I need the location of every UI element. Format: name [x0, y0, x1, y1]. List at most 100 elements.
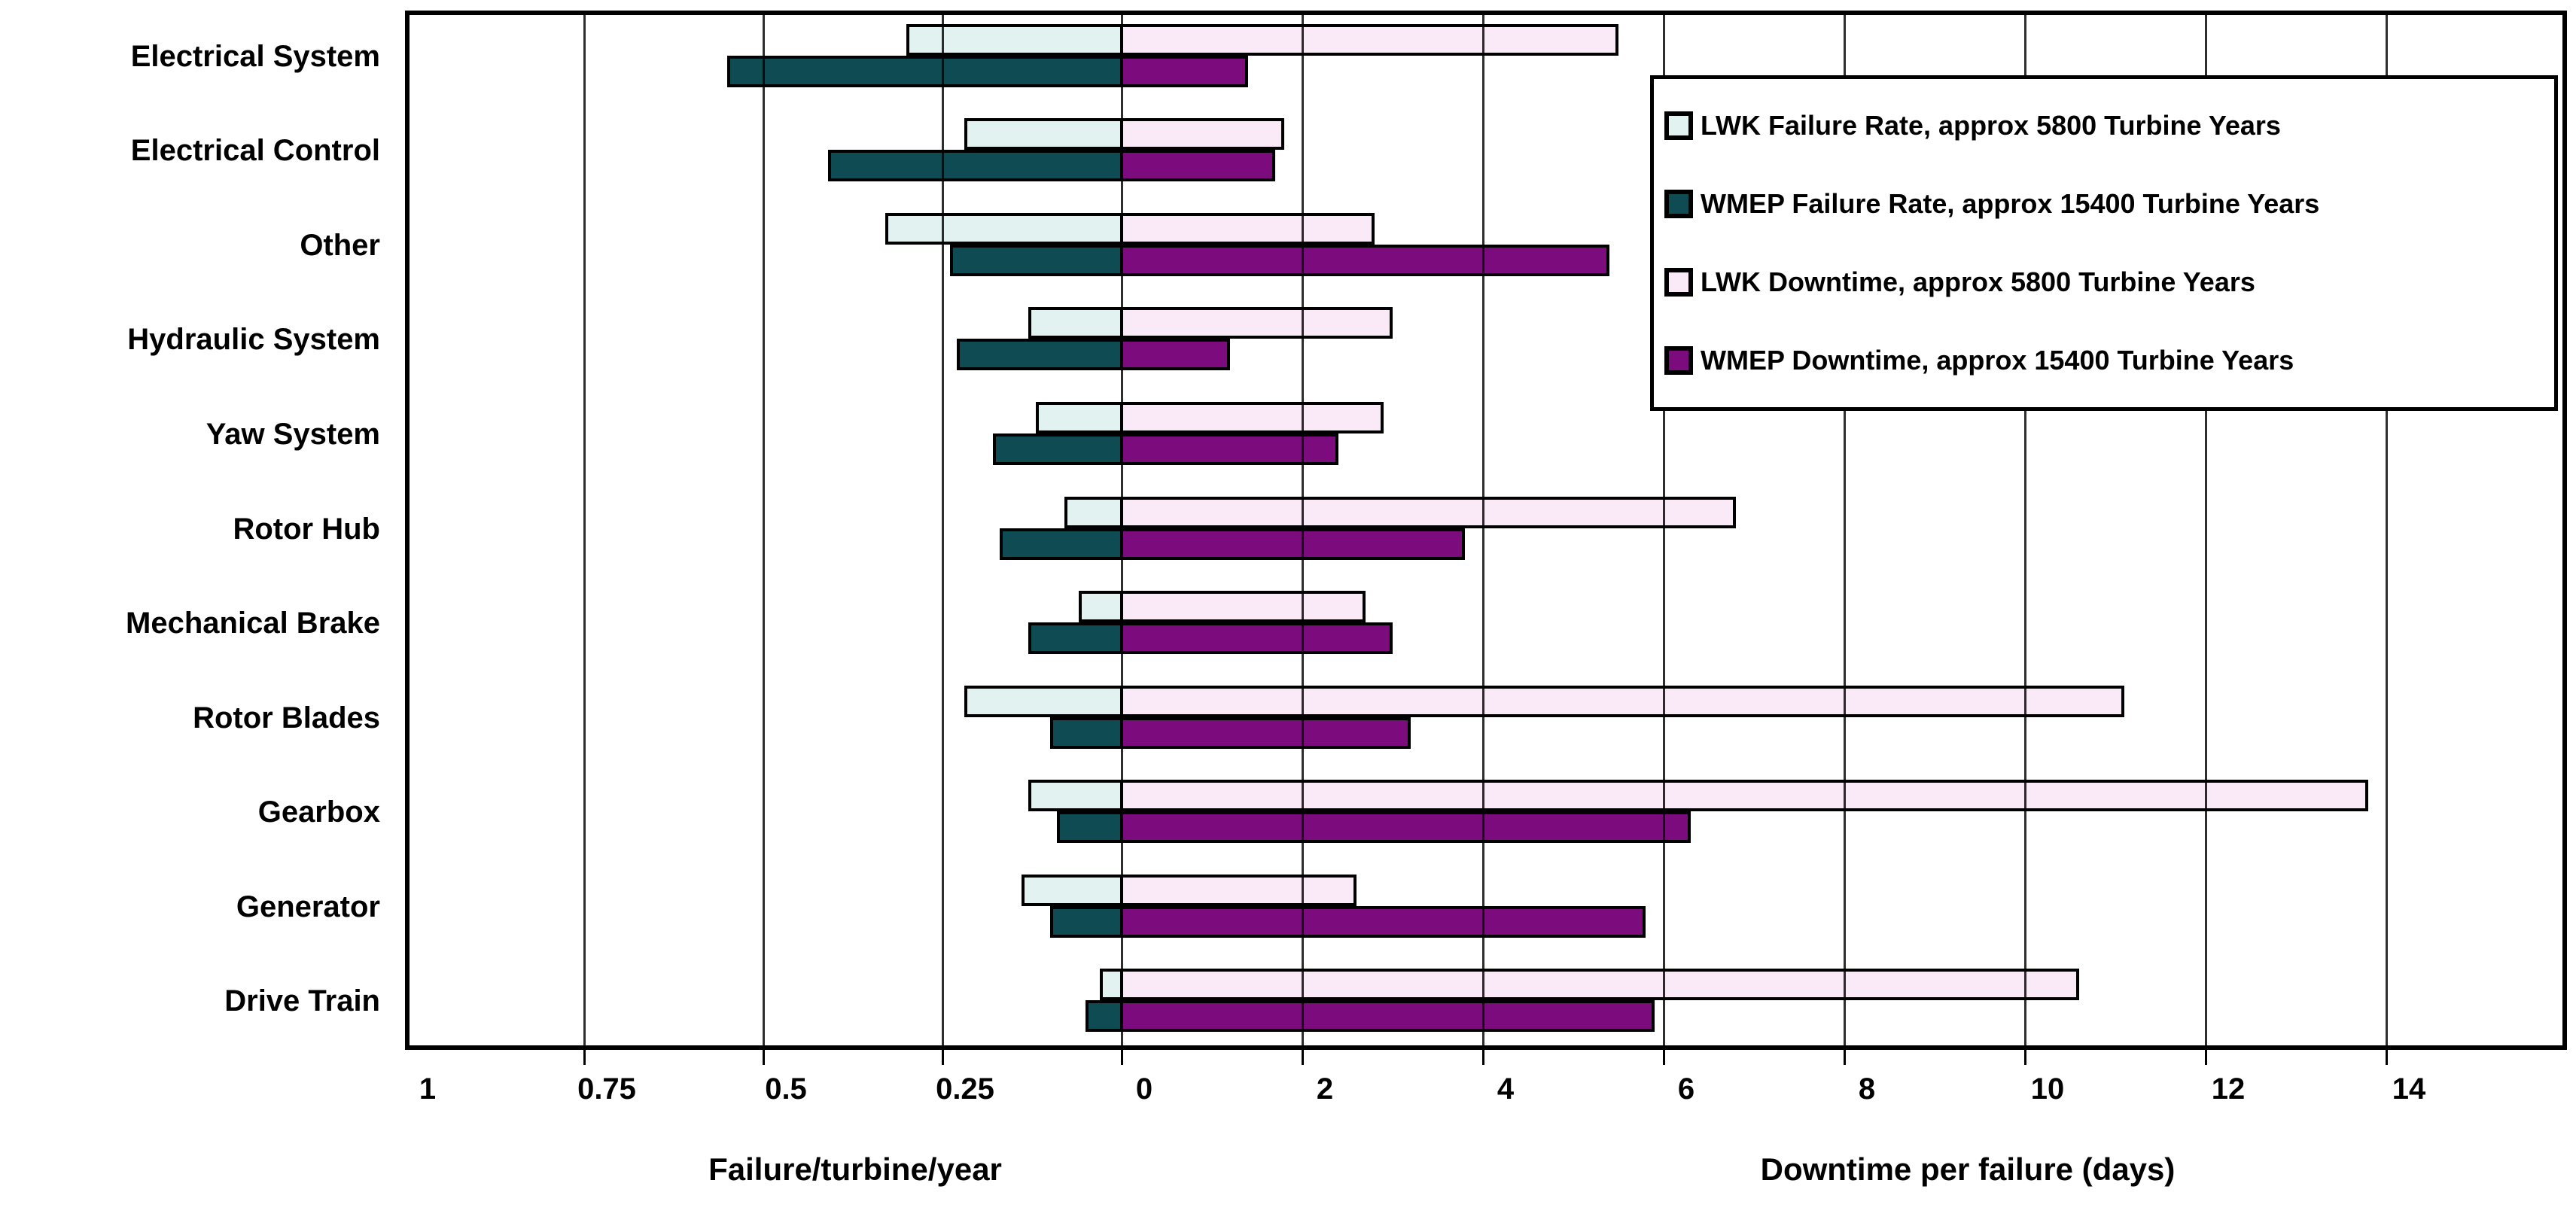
bar-lwk-failure-rotor-blades [964, 685, 1123, 717]
bar-wmep-downtime-mechanical-brake [1120, 622, 1393, 655]
bar-lwk-downtime-electrical-control [1120, 118, 1284, 151]
bar-wmep-failure-gearbox [1057, 811, 1123, 844]
legend-entry-2: WMEP Failure Rate, approx 15400 Turbine … [1664, 188, 2544, 220]
bar-wmep-downtime-rotor-blades [1120, 716, 1411, 749]
gridline-right-2-tick [1301, 1050, 1304, 1065]
bar-lwk-downtime-drive-train [1120, 969, 2079, 1001]
category-label-generator: Generator [236, 890, 380, 923]
bar-lwk-failure-other [885, 212, 1123, 245]
tick-label-right-14: 14 [2392, 1072, 2426, 1106]
gridline-right-10-tick [2023, 1050, 2026, 1065]
bar-wmep-failure-rotor-blades [1049, 716, 1123, 749]
tick-label-right-4: 4 [1497, 1072, 1515, 1106]
bar-lwk-downtime-mechanical-brake [1120, 591, 1366, 623]
bar-wmep-failure-rotor-hub [1000, 528, 1123, 560]
bar-wmep-downtime-electrical-system [1120, 55, 1248, 87]
bar-wmep-downtime-hydraulic-system [1120, 339, 1230, 371]
bar-wmep-downtime-gearbox [1120, 811, 1691, 844]
bar-lwk-downtime-gearbox [1120, 780, 2368, 812]
gridline-right-10 [2023, 11, 2026, 1050]
bar-wmep-failure-electrical-system [727, 55, 1123, 87]
gridline-right-12-tick [2204, 1050, 2207, 1065]
legend-label: LWK Failure Rate, approx 5800 Turbine Ye… [1701, 110, 2281, 141]
bar-lwk-failure-mechanical-brake [1078, 591, 1123, 623]
bar-wmep-downtime-drive-train [1120, 1000, 1655, 1033]
tick-label-left-1: 1 [419, 1072, 437, 1106]
bar-lwk-failure-hydraulic-system [1028, 307, 1123, 339]
legend-entry-1: LWK Failure Rate, approx 5800 Turbine Ye… [1664, 110, 2544, 141]
legend-swatch-icon [1664, 346, 1693, 375]
tick-label-left-0.5: 0.5 [765, 1072, 807, 1106]
gridline-right-4-tick [1481, 1050, 1484, 1065]
gridline-right-8-tick [1843, 1050, 1846, 1065]
bar-lwk-failure-electrical-system [906, 23, 1123, 56]
legend: LWK Failure Rate, approx 5800 Turbine Ye… [1650, 75, 2558, 411]
gridline-left-0.75-tick [583, 1050, 586, 1065]
tick-label-right-6: 6 [1677, 1072, 1695, 1106]
tick-label-zero: 0 [1135, 1072, 1153, 1106]
bar-wmep-failure-mechanical-brake [1028, 622, 1123, 655]
gridline-right-8 [1843, 11, 1846, 1050]
tick-label-right-12: 12 [2211, 1072, 2246, 1106]
gridline-right-14 [2385, 11, 2388, 1050]
category-label-rotor-blades: Rotor Blades [193, 701, 380, 735]
tick-label-left-0.75: 0.75 [577, 1072, 636, 1106]
gridline-left-0.75 [583, 11, 586, 1050]
category-label-hydraulic-system: Hydraulic System [127, 323, 380, 357]
bar-wmep-downtime-electrical-control [1120, 150, 1275, 182]
bar-lwk-downtime-generator [1120, 874, 1357, 906]
tick-label-right-2: 2 [1316, 1072, 1334, 1106]
bar-wmep-failure-generator [1049, 905, 1123, 938]
bar-lwk-failure-generator [1021, 874, 1123, 906]
gridline-right-4 [1481, 11, 1484, 1050]
category-label-rotor-hub: Rotor Hub [233, 512, 380, 546]
category-label-yaw-system: Yaw System [206, 417, 380, 451]
gridline-right-12 [2204, 11, 2207, 1050]
legend-label: WMEP Failure Rate, approx 15400 Turbine … [1701, 188, 2320, 219]
legend-swatch-icon [1664, 268, 1693, 297]
bar-wmep-failure-drive-train [1086, 1000, 1123, 1033]
category-label-drive-train: Drive Train [224, 984, 380, 1018]
bar-lwk-downtime-rotor-blades [1120, 685, 2124, 717]
bar-wmep-downtime-rotor-hub [1120, 528, 1465, 560]
bar-lwk-failure-electrical-control [964, 118, 1123, 151]
bar-wmep-failure-yaw-system [992, 433, 1123, 465]
gridline-zero [1120, 11, 1123, 1050]
gridline-right-6-tick [1662, 1050, 1665, 1065]
legend-entry-4: WMEP Downtime, approx 15400 Turbine Year… [1664, 345, 2544, 376]
left-axis-title: Failure/turbine/year [708, 1151, 1002, 1187]
bar-wmep-failure-electrical-control [827, 150, 1123, 182]
bar-wmep-failure-hydraulic-system [957, 339, 1123, 371]
gridline-left-0.25 [941, 11, 944, 1050]
bar-lwk-failure-rotor-hub [1064, 496, 1123, 528]
gridline-right-14-tick [2385, 1050, 2388, 1065]
gridline-left-0.5 [762, 11, 765, 1050]
category-label-electrical-control: Electrical Control [130, 134, 380, 168]
tick-label-left-0.25: 0.25 [936, 1072, 994, 1106]
bar-lwk-downtime-rotor-hub [1120, 496, 1736, 528]
legend-entry-3: LWK Downtime, approx 5800 Turbine Years [1664, 266, 2544, 298]
tick-label-right-10: 10 [2030, 1072, 2065, 1106]
category-label-other: Other [300, 228, 380, 262]
tick-label-right-8: 8 [1858, 1072, 1876, 1106]
bar-lwk-downtime-electrical-system [1120, 23, 1618, 56]
bar-wmep-downtime-yaw-system [1120, 433, 1338, 465]
gridline-zero-tick [1120, 1050, 1123, 1065]
category-label-electrical-system: Electrical System [130, 39, 380, 73]
gridline-right-2 [1301, 11, 1304, 1050]
gridline-left-0.25-tick [941, 1050, 944, 1065]
bar-lwk-failure-gearbox [1028, 780, 1123, 812]
bar-lwk-downtime-other [1120, 212, 1375, 245]
bar-lwk-failure-yaw-system [1035, 401, 1123, 433]
category-label-mechanical-brake: Mechanical Brake [126, 607, 380, 640]
gridline-right-6 [1662, 11, 1665, 1050]
bar-wmep-downtime-other [1120, 244, 1609, 276]
bar-lwk-downtime-hydraulic-system [1120, 307, 1393, 339]
legend-swatch-icon [1664, 111, 1693, 140]
legend-label: LWK Downtime, approx 5800 Turbine Years [1701, 266, 2255, 297]
category-label-gearbox: Gearbox [257, 795, 380, 829]
legend-label: WMEP Downtime, approx 15400 Turbine Year… [1701, 345, 2294, 376]
right-axis-title: Downtime per failure (days) [1760, 1151, 2176, 1187]
bar-wmep-failure-other [949, 244, 1123, 276]
